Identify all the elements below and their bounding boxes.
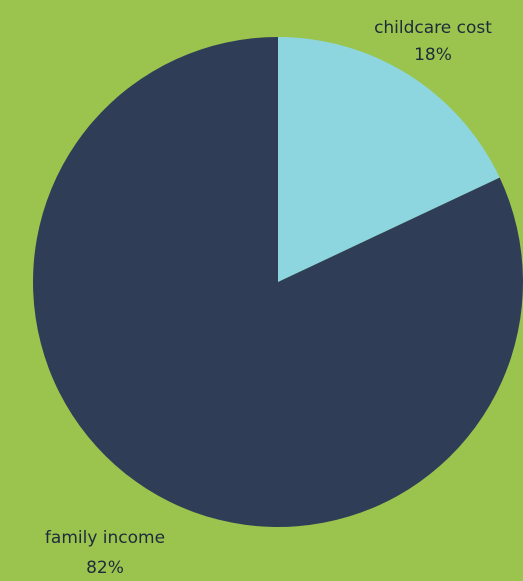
slice-value-family-income: 82% <box>86 558 124 578</box>
slice-label-family-income: family income <box>45 528 165 548</box>
slice-label-childcare-cost: childcare cost <box>374 18 492 38</box>
slice-value-childcare-cost: 18% <box>414 45 452 65</box>
pie-slice-childcare-cost <box>278 37 500 282</box>
pie-slice-family-income <box>32 37 523 527</box>
